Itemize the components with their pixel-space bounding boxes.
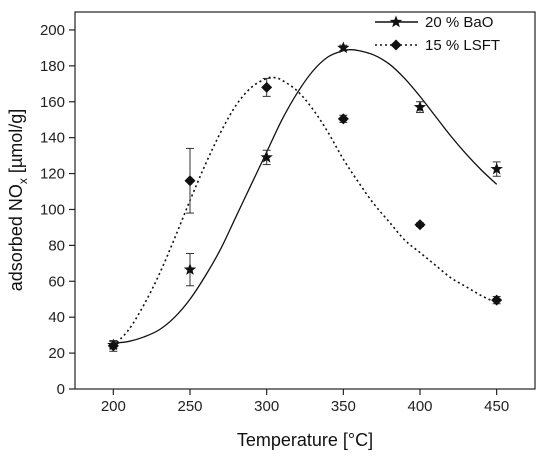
- legend-label-lsft: 15 % LSFT: [425, 37, 500, 54]
- x-tick-label-400: 400: [407, 398, 432, 415]
- legend-diamond-icon: [390, 39, 402, 51]
- y-tick-label-180: 180: [40, 58, 65, 75]
- x-tick-label-350: 350: [331, 398, 356, 415]
- y-axis-label: adsorbed NOx [µmol/g]: [6, 109, 30, 291]
- x-tick-label-250: 250: [177, 398, 202, 415]
- legend-star-shape: [389, 15, 403, 28]
- y-tick-label-0: 0: [57, 381, 65, 398]
- y-axis-label-unit: [µmol/g]: [6, 109, 26, 178]
- y-tick-label-40: 40: [48, 309, 65, 326]
- fit-curve-series-1: [112, 76, 498, 347]
- data-point-star-p4: [413, 100, 427, 113]
- data-point-star-p5: [490, 162, 503, 175]
- fit-curve-series-0: [113, 49, 498, 344]
- legend: 20 % BaO 15 % LSFT: [375, 14, 500, 54]
- plot-frame: [74, 11, 536, 390]
- y-tick-label-60: 60: [48, 273, 65, 290]
- y-tick-label-140: 140: [40, 130, 65, 147]
- x-tick-label-200: 200: [101, 398, 126, 415]
- y-axis-label-sub: x: [16, 178, 30, 184]
- x-tick-label-450: 450: [484, 398, 509, 415]
- legend-label-bao: 20 % BaO: [425, 14, 493, 31]
- data-point-diamond-p2: [261, 81, 273, 93]
- y-axis-label-main: adsorbed NO: [6, 184, 26, 291]
- x-tick-label-300: 300: [254, 398, 279, 415]
- y-tick-label-20: 20: [48, 345, 65, 362]
- data-point-star-p2: [260, 150, 273, 163]
- axis-ticks: 200 250 300 350 400 450 0 20 40 60 80 100 120 140 160 1…: [40, 22, 509, 415]
- y-tick-label-100: 100: [40, 201, 65, 218]
- y-tick-label-120: 120: [40, 166, 65, 183]
- data-point-diamond-p0: [107, 340, 119, 352]
- y-tick-label-80: 80: [48, 237, 65, 254]
- data-markers: [107, 41, 503, 352]
- data-point-diamond-p1: [184, 175, 196, 187]
- data-point-diamond-p3: [337, 113, 349, 125]
- legend-star-icon: [389, 15, 403, 28]
- y-tick-label-160: 160: [40, 94, 65, 111]
- data-point-star-p1: [183, 263, 197, 275]
- data-point-star-p3: [337, 41, 350, 54]
- data-point-diamond-p4: [414, 219, 426, 231]
- fit-curves: [112, 49, 498, 347]
- x-axis-label: Temperature [°C]: [237, 430, 373, 450]
- legend-diamond-shape: [390, 39, 402, 51]
- data-point-diamond-p5: [491, 294, 503, 306]
- y-tick-label-200: 200: [40, 22, 65, 39]
